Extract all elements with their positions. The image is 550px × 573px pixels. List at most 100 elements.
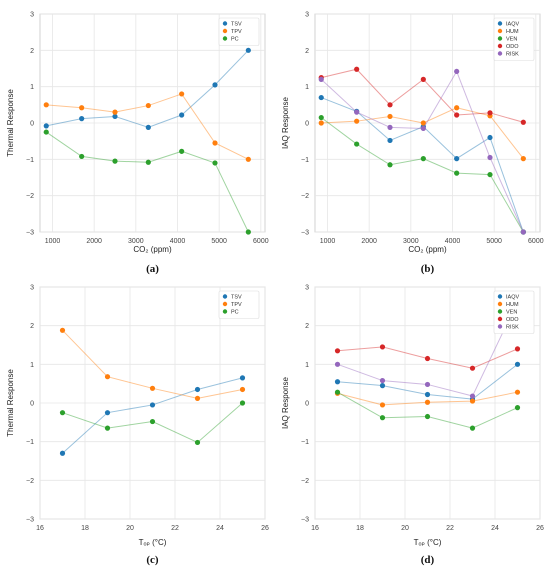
legend-marker — [222, 309, 228, 314]
data-point-hum — [424, 399, 431, 405]
y-tick-label: −3 — [301, 230, 309, 237]
data-point-pc — [145, 159, 151, 165]
x-tick-label: 24 — [491, 525, 499, 532]
legend-marker — [497, 51, 503, 56]
x-tick-label: 22 — [171, 525, 179, 532]
data-point-hum — [520, 156, 526, 162]
data-point-hum — [318, 120, 324, 126]
legend-label: TPV — [231, 29, 242, 35]
data-point-risk — [469, 393, 476, 399]
panel-label: (d) — [421, 554, 435, 566]
x-tick-label: 16 — [36, 525, 44, 532]
legend-label: VEN — [506, 37, 517, 43]
y-axis-label: Thermal Response — [6, 369, 15, 437]
y-tick-label: 3 — [30, 285, 34, 292]
x-tick-label: 26 — [536, 525, 544, 532]
x-tick-label: 20 — [401, 525, 409, 532]
legend-marker — [497, 316, 503, 322]
x-tick-label: 3000 — [128, 238, 144, 245]
data-point-ven — [354, 141, 360, 147]
data-point-tpv — [112, 109, 118, 115]
data-point-tpv — [179, 91, 185, 97]
y-tick-label: 1 — [30, 362, 34, 369]
legend-box — [493, 17, 535, 61]
data-point-odo — [424, 355, 431, 362]
data-point-ven — [387, 162, 393, 168]
data-point-tpv — [194, 395, 201, 401]
data-point-risk — [354, 109, 360, 115]
y-tick-label: −1 — [301, 439, 309, 446]
data-point-ven — [487, 171, 493, 178]
data-point-pc — [112, 158, 118, 164]
y-tick-label: −1 — [26, 439, 34, 446]
data-point-ven — [318, 114, 324, 121]
data-point-tsv — [194, 386, 201, 393]
legend-marker — [497, 43, 503, 49]
legend-label: ODO — [506, 317, 519, 323]
data-point-tsv — [149, 402, 156, 408]
legend-marker — [222, 301, 228, 307]
data-point-pc — [245, 229, 251, 235]
x-tick-label: 18 — [356, 525, 364, 532]
data-point-pc — [212, 160, 218, 166]
x-tick-label: 24 — [216, 525, 224, 532]
legend-marker — [497, 294, 503, 299]
y-tick-label: 0 — [305, 401, 309, 408]
legend-marker — [497, 21, 503, 26]
data-point-ven — [334, 389, 341, 395]
y-tick-label: 1 — [305, 84, 309, 91]
x-tick-label: 16 — [311, 525, 319, 532]
legend-label: HUM — [506, 29, 519, 35]
data-point-odo — [520, 119, 526, 125]
y-tick-label: −1 — [26, 157, 34, 164]
x-axis-label: CO₂ (ppm) — [133, 245, 172, 254]
x-tick-label: 2000 — [361, 238, 377, 245]
chart-panel-1: −3 −2 −1 0 1 2 3 1000 2000 3000 4000 5000 6000 TSVTPV… — [6, 12, 269, 276]
x-tick-label: 1000 — [320, 238, 336, 245]
data-point-hum — [454, 105, 460, 111]
data-point-tsv — [212, 82, 218, 88]
x-tick-label: 1000 — [45, 238, 61, 245]
data-point-tpv — [239, 386, 246, 393]
y-tick-label: 2 — [30, 48, 34, 55]
data-point-pc — [43, 129, 49, 135]
data-point-iaqv — [318, 94, 324, 101]
y-tick-label: −2 — [301, 478, 309, 485]
data-point-pc — [179, 148, 185, 154]
data-point-risk — [487, 154, 493, 161]
data-point-risk — [520, 229, 526, 235]
data-point-iaqv — [514, 361, 521, 367]
data-point-iaqv — [454, 156, 460, 162]
legend-label: TSV — [231, 22, 242, 28]
legend-marker — [497, 301, 503, 307]
y-tick-label: 0 — [30, 401, 34, 408]
legend-box — [218, 17, 260, 46]
legend-label: IAQV — [506, 22, 519, 28]
x-axis-label: Tₒₚ (°C) — [139, 538, 167, 547]
data-point-odo — [387, 102, 393, 108]
legend-label: IAQV — [506, 295, 519, 301]
y-tick-label: −3 — [26, 517, 34, 524]
data-point-ven — [514, 405, 521, 411]
data-point-hum — [354, 118, 360, 124]
data-point-ven — [379, 415, 386, 421]
legend-marker — [222, 21, 228, 26]
data-point-iaqv — [379, 383, 386, 389]
data-point-tsv — [239, 375, 246, 381]
data-point-tsv — [112, 113, 118, 120]
y-tick-label: −3 — [26, 230, 34, 237]
data-point-tpv — [212, 140, 218, 146]
y-tick-label: 1 — [305, 362, 309, 369]
legend-marker — [222, 28, 228, 34]
x-tick-label: 2000 — [86, 238, 102, 245]
data-point-tpv — [79, 105, 85, 111]
data-point-odo — [469, 365, 476, 371]
y-tick-label: 2 — [30, 323, 34, 330]
legend-label: RISK — [506, 325, 519, 331]
data-point-risk — [420, 125, 426, 132]
data-point-tsv — [145, 124, 151, 130]
legend-marker — [497, 28, 503, 34]
